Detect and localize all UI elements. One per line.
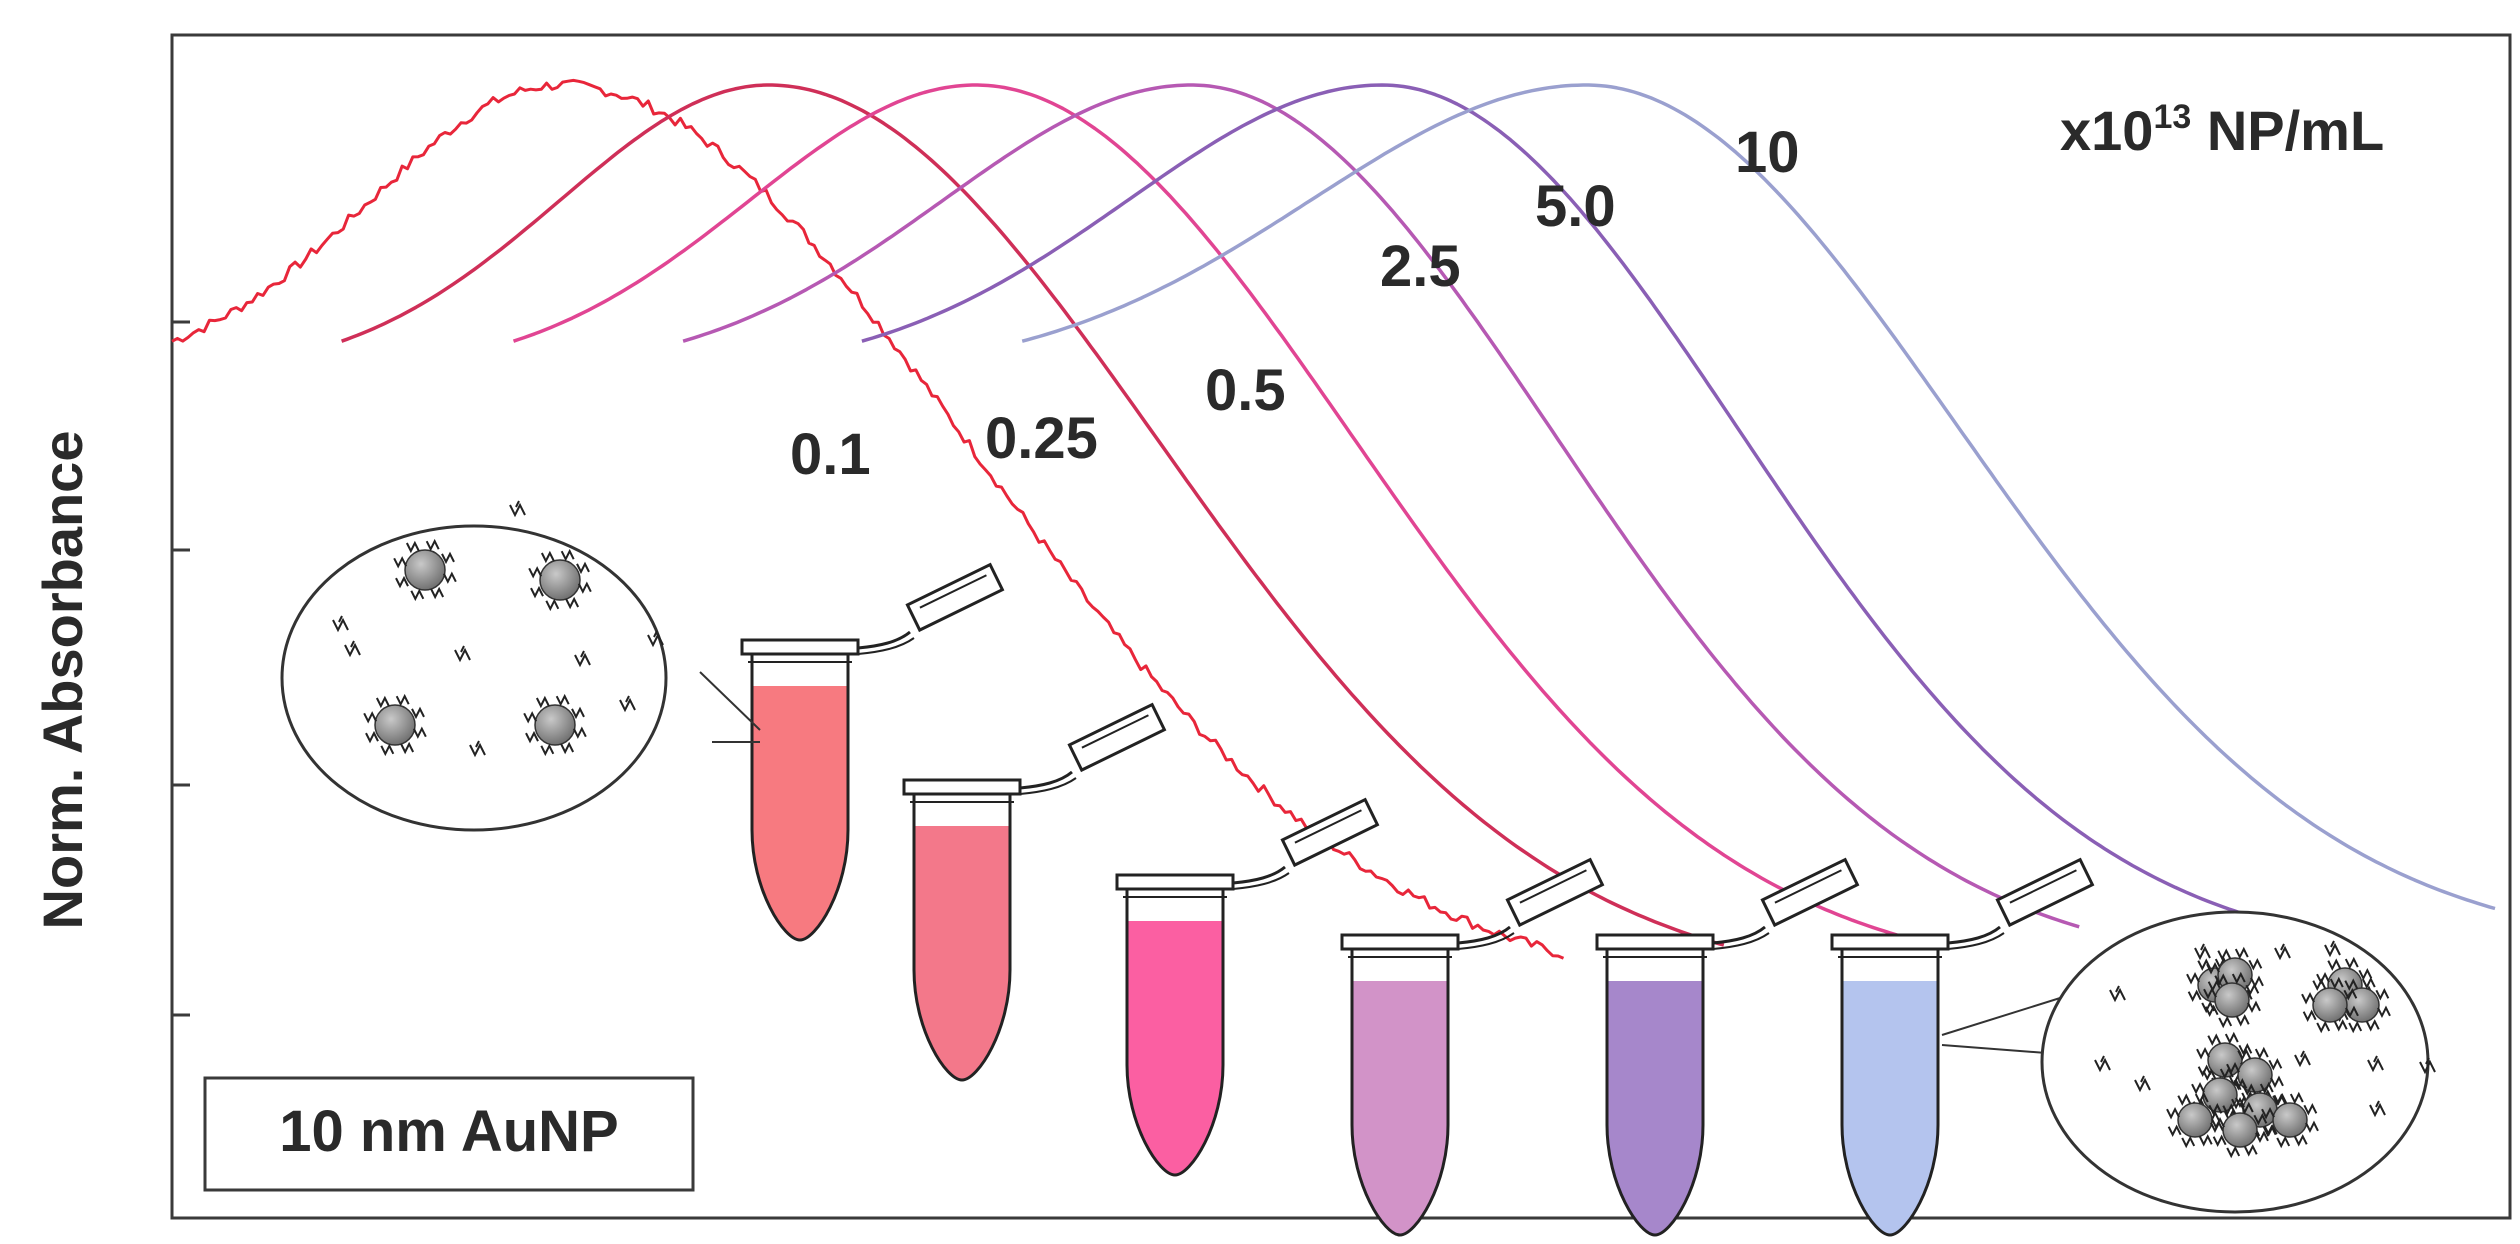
inset-circle: [280, 524, 668, 832]
series-label-5.0: 5.0: [1535, 174, 1616, 239]
nanoparticle: [2261, 1091, 2319, 1149]
free-ligand: [2419, 1057, 2436, 1075]
inset-particles: [2094, 940, 2436, 1159]
inset-label-box: [203, 1076, 695, 1192]
inset-particles: [332, 500, 664, 758]
series-label-0.1: 0.1: [790, 422, 871, 487]
free-ligand: [2109, 985, 2126, 1003]
nanoparticle: [2203, 971, 2261, 1029]
series-label-10: 10: [1735, 120, 1800, 185]
free-ligand: [2367, 1055, 2384, 1073]
free-ligand: [344, 640, 361, 658]
unit-suffix: NP/mL: [2191, 99, 2384, 162]
nanoparticle: [528, 548, 592, 612]
nanoparticle: [363, 693, 427, 757]
y-axis-ticks: [172, 320, 190, 1017]
series-label-2.5: 2.5: [1380, 234, 1461, 299]
free-ligand: [574, 650, 591, 668]
tube-0.1: [740, 562, 1005, 942]
series-line-5.0: [861, 83, 2257, 920]
free-ligand: [2094, 1055, 2111, 1073]
series-label-0.5: 0.5: [1205, 358, 1286, 423]
nanoparticle: [2166, 1091, 2224, 1149]
aggregated-inset: [1941, 910, 2436, 1214]
inset-label: 10 nm AuNP: [279, 1099, 618, 1164]
series-line-0.25: [341, 83, 1725, 947]
tube-0.25: [902, 702, 1167, 1082]
free-ligand: [2369, 1100, 2386, 1118]
series-label-0.25: 0.25: [985, 406, 1098, 471]
y-axis-label: Norm. Absorbance: [31, 431, 94, 930]
dispersed-inset: [280, 500, 761, 832]
nanoparticle: [2301, 976, 2359, 1034]
free-ligand: [619, 695, 636, 713]
nanoparticle: [393, 538, 457, 602]
free-ligand: [2134, 1075, 2151, 1093]
free-ligand: [2294, 1050, 2311, 1068]
nanoparticle: [523, 693, 587, 757]
nanoparticle: [2211, 1101, 2269, 1159]
series-line-10: [1021, 83, 2496, 911]
series-line-2.5: [682, 83, 2080, 929]
plot-frame: [170, 33, 2512, 1220]
tube-5.0: [1595, 857, 1860, 1237]
tube-10: [1830, 857, 2095, 1237]
unit-exponent: 13: [2153, 98, 2191, 136]
tube-0.5: [1115, 797, 1380, 1177]
free-ligand: [2324, 940, 2341, 958]
free-ligand: [647, 630, 664, 648]
nanoparticle: [2333, 976, 2391, 1034]
inset-leader: [699, 671, 761, 731]
free-ligand: [454, 645, 471, 663]
nanoparticle: [2191, 1066, 2249, 1124]
free-ligand: [509, 500, 526, 518]
free-ligand: [2194, 943, 2211, 961]
series-line-0.5: [512, 83, 1901, 938]
sample-tubes: [740, 562, 2095, 1237]
free-ligand: [469, 740, 486, 758]
tube-2.5: [1340, 857, 1605, 1237]
free-ligand: [332, 615, 349, 633]
unit-label: x1013 NP/mL: [2060, 98, 2384, 162]
free-ligand: [2274, 943, 2291, 961]
unit-prefix: x10: [2060, 99, 2153, 162]
